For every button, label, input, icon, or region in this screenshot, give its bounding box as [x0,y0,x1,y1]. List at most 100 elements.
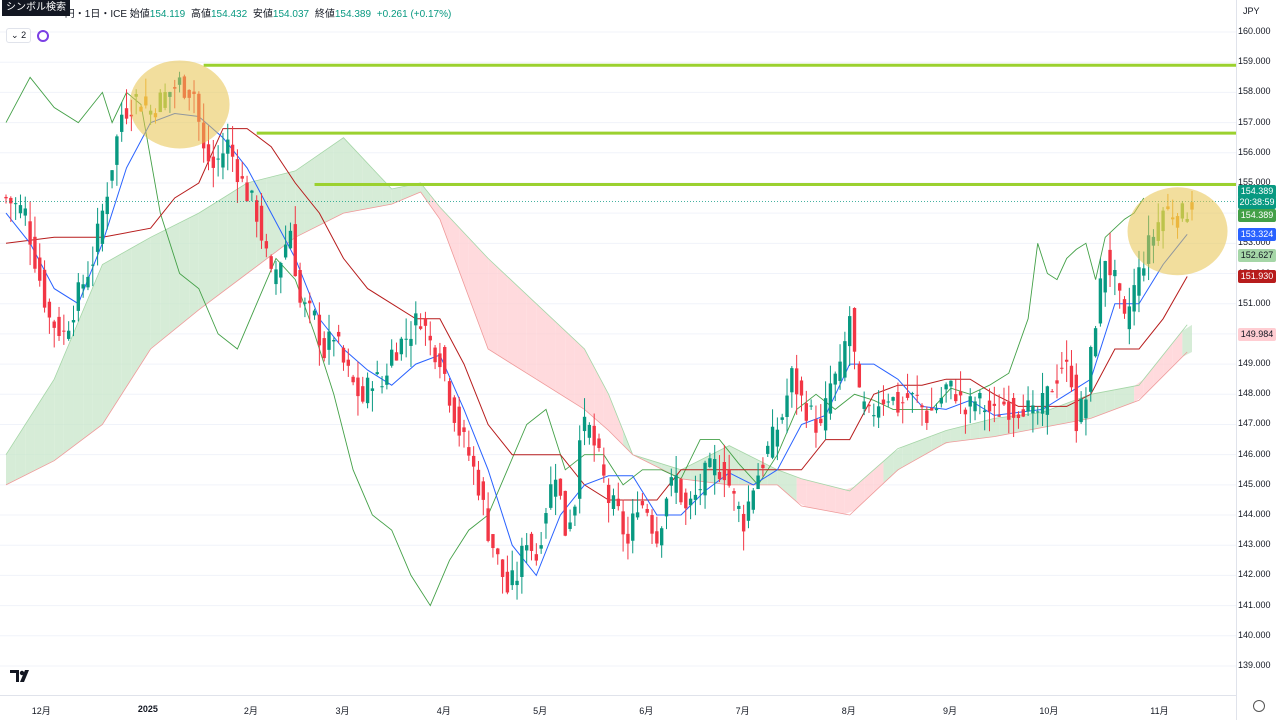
candle-body [843,341,847,378]
time-axis[interactable]: 12月 2025 2月 3月 4月 5月 6月 7月 8月 9月 10月 11月 [0,695,1236,721]
indicator-count: 2 [21,30,27,40]
candle-body [939,397,943,404]
candle-body [1093,328,1098,357]
ichimoku-cloud-segment [873,461,884,493]
candle-body [38,257,42,281]
candle-body [418,326,423,329]
time-tick-label: 9月 [942,706,957,716]
candle-body [722,462,727,481]
indicator-status-icon[interactable] [37,29,50,42]
candle-body [356,377,360,397]
candle-body [949,380,953,387]
ichimoku-cloud-segment [1163,342,1173,377]
price-axis[interactable] [1236,0,1280,720]
ichimoku-cloud-segment [439,207,450,246]
candle-body [1050,391,1054,393]
settings-gear-icon[interactable] [1253,700,1265,712]
time-tick-label: 10月 [1039,706,1059,716]
ichimoku-cloud-segment [150,232,161,349]
senkou-span-b-line [5,191,1188,516]
candle-body [1074,374,1078,432]
ichimoku-cloud-segment [488,258,498,356]
time-tick-label: 3月 [335,706,350,716]
price-tick-label: 145.000 [1238,478,1271,489]
currency-selector[interactable]: JPY [1243,6,1260,16]
ichimoku-cloud-segment [227,188,238,289]
ichimoku-cloud-segment [198,207,209,310]
candle-body [954,394,958,402]
ichimoku-cloud-segment [526,294,537,380]
time-tick-label: 2025 [137,704,158,714]
candle-body [737,505,741,509]
symbol-title[interactable]: 円・1日・ICE [64,9,128,20]
candle-body [983,410,987,413]
candle-body [1055,380,1059,384]
ichimoku-cloud-segment [1134,379,1144,403]
collapse-indicators-button[interactable]: ⌄ 2 [6,28,32,43]
candle-body [876,406,881,418]
candle-body [86,276,90,288]
chevron-down-icon: ⌄ [11,30,19,40]
candle-body [274,269,278,285]
candle-body [1021,409,1025,417]
ichimoku-cloud-segment [1047,406,1058,427]
candle-body [780,417,784,420]
ichimoku-cloud-segment [372,168,383,208]
ichimoku-cloud-segment [922,435,932,457]
ichimoku-cloud-segment [295,164,305,238]
candle-body [115,136,119,165]
ichimoku-cloud-segment [459,227,469,298]
candle-body [823,398,828,431]
price-tick-label: 155.000 [1238,176,1271,187]
ichimoku-cloud-segment [1105,389,1115,414]
ichimoku-cloud-segment [555,321,566,398]
candle-body [1108,249,1112,276]
ichimoku-cloud-segment [314,150,325,228]
candle-body [770,426,775,458]
ichimoku-cloud-segment [83,287,93,439]
open-label: 始値 [129,9,150,20]
candle-body [529,533,534,551]
candle-body [81,284,85,289]
candle-body [929,408,934,411]
candle-body [322,338,326,359]
candle-body [741,513,746,532]
price-tick-label: 144.000 [1238,509,1271,520]
candle-body [476,469,481,496]
price-tick-label: 147.000 [1238,418,1271,429]
candle-body [250,190,254,193]
symbol-search-button[interactable]: シンボル検索 [2,0,70,16]
candle-body [597,438,601,448]
time-tick-label: 6月 [639,706,654,716]
ichimoku-cloud-segment [218,195,228,296]
ichimoku-cloud-segment [102,259,113,425]
countdown-badge: 20:38:59 [1238,195,1276,209]
candle-body [645,508,649,513]
candle-body [390,349,394,366]
candle-body [235,159,240,183]
candle-body [1142,268,1146,276]
price-chart[interactable] [0,0,1236,695]
candle-body [221,153,225,168]
candle-body [968,396,972,407]
candle-body [1117,283,1122,291]
candle-body [404,338,408,340]
candle-body [71,320,76,323]
candle-body [95,223,100,252]
candle-body [312,310,317,316]
candle-body [120,114,124,132]
price-tick-label: 156.000 [1238,146,1271,157]
candle-body [602,464,606,476]
chart-area[interactable] [0,0,1236,695]
candle-body [1036,411,1040,413]
tradingview-logo-icon[interactable] [10,668,32,684]
candle-body [708,458,712,468]
candle-body [370,388,375,391]
ichimoku-cloud-segment [1057,403,1067,425]
time-tick-label: 8月 [841,706,856,716]
candle-body [471,455,476,467]
ichimoku-cloud-segment [208,201,219,303]
indicator-row: ⌄ 2 [6,28,50,43]
price-tick-label: 139.000 [1238,660,1271,670]
price-tick-label: 143.000 [1238,539,1271,550]
